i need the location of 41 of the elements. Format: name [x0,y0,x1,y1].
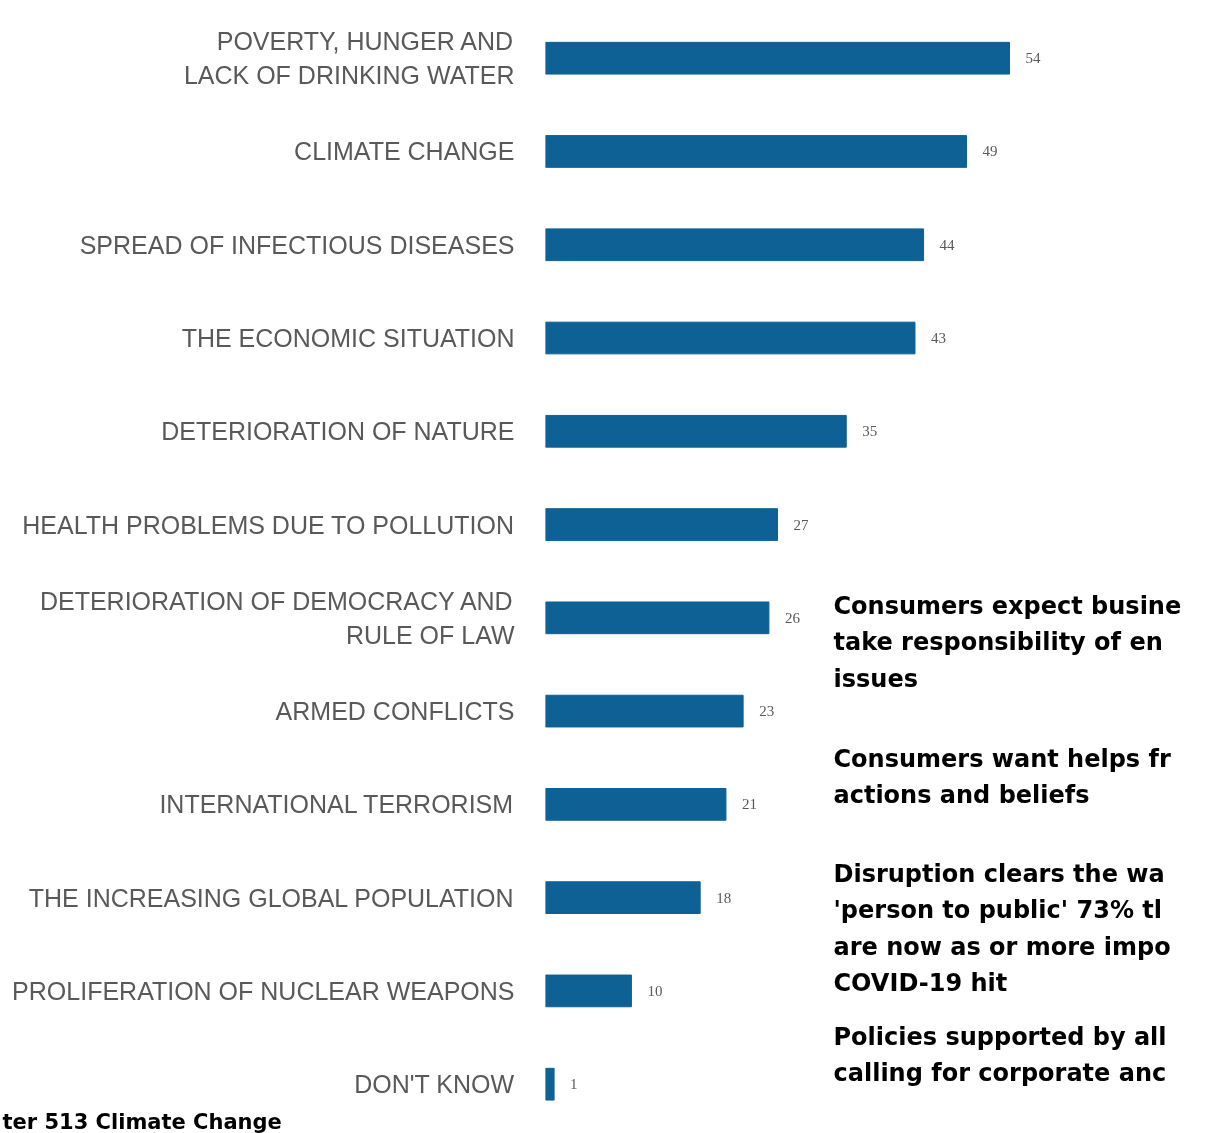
data-label: 44 [939,236,956,253]
y-tick-label: THE INCREASING GLOBAL POPULATION [28,883,514,912]
y-tick-label: PROLIFERATION OF NUCLEAR WEAPONS [12,976,515,1005]
bar [545,601,770,635]
bar [545,414,847,448]
data-label: 26 [784,609,801,626]
bar [545,974,632,1008]
y-tick-label: DON'T KNOW [354,1070,515,1099]
data-label: 10 [647,982,663,999]
bar [545,1067,555,1101]
bar [545,694,744,728]
y-tick-label: DETERIORATION OF NATURE [161,417,515,446]
bar [545,508,778,541]
data-label: 18 [716,889,732,906]
y-tick-label: INTERNATIONAL TERRORISM [159,790,514,819]
data-label: 21 [741,796,757,813]
y-tick-label: ARMED CONFLICTS [275,697,515,726]
data-label: 23 [759,703,775,720]
y-tick-label: THE ECONOMIC SITUATION [181,324,515,353]
y-tick-label: DETERIORATION OF DEMOCRACY AND RULE OF LAW [39,587,515,649]
bar [545,788,727,821]
annotation: Consumers want helps fr actions and beliefs [833,744,1171,810]
annotation: Disruption clears the wa 'person to public' 73% tl are now as or more impo COVID-19 hit [833,859,1171,998]
data-label: 43 [930,330,946,347]
bar [545,41,1010,75]
bar [545,321,916,355]
data-label: 49 [982,143,998,160]
text: ter 513 Climate Change [2,1109,282,1133]
bar [545,228,925,262]
y-tick-label: HEALTH PROBLEMS DUE TO POLLUTION [22,510,515,539]
data-label: 35 [862,423,878,440]
annotation: Consumers expect busine take responsibility of en issues [833,591,1182,693]
y-tick-label: CLIMATE CHANGE [294,137,515,166]
y-tick-label: POVERTY, HUNGER AND LACK OF DRINKING WATER [183,27,515,89]
data-label: 27 [793,516,809,533]
data-label: 1 [570,1076,578,1093]
bar [545,881,701,914]
bar [545,135,968,168]
annotation: Policies supported by all calling for corporate anc [833,1022,1167,1087]
y-tick-label: SPREAD OF INFECTIOUS DISEASES [79,230,515,259]
data-label: 54 [1025,50,1041,67]
